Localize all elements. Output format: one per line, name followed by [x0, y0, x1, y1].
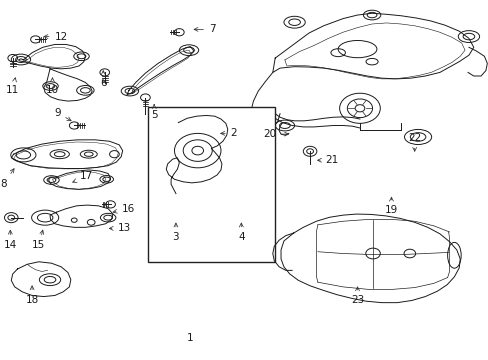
Text: 20: 20: [263, 129, 288, 139]
Text: 15: 15: [32, 230, 45, 250]
Text: 11: 11: [6, 78, 20, 95]
Text: 8: 8: [0, 169, 14, 189]
Text: 3: 3: [172, 223, 179, 242]
Text: 17: 17: [73, 171, 93, 183]
Text: 13: 13: [109, 224, 130, 233]
Text: 16: 16: [113, 204, 134, 214]
Text: 22: 22: [407, 133, 421, 151]
Text: 7: 7: [194, 24, 215, 35]
Text: 9: 9: [54, 108, 71, 121]
Text: 19: 19: [384, 197, 397, 216]
Text: 23: 23: [350, 287, 364, 306]
Bar: [148, 107, 275, 262]
Text: 5: 5: [150, 105, 157, 121]
Text: 2: 2: [220, 129, 237, 138]
Text: 18: 18: [25, 286, 39, 305]
Text: 21: 21: [317, 155, 338, 165]
Text: 4: 4: [238, 223, 244, 242]
Text: 12: 12: [44, 32, 68, 41]
Text: 10: 10: [46, 78, 59, 95]
Text: 14: 14: [4, 230, 17, 250]
Text: 6: 6: [100, 71, 106, 88]
Text: 1: 1: [187, 333, 193, 343]
